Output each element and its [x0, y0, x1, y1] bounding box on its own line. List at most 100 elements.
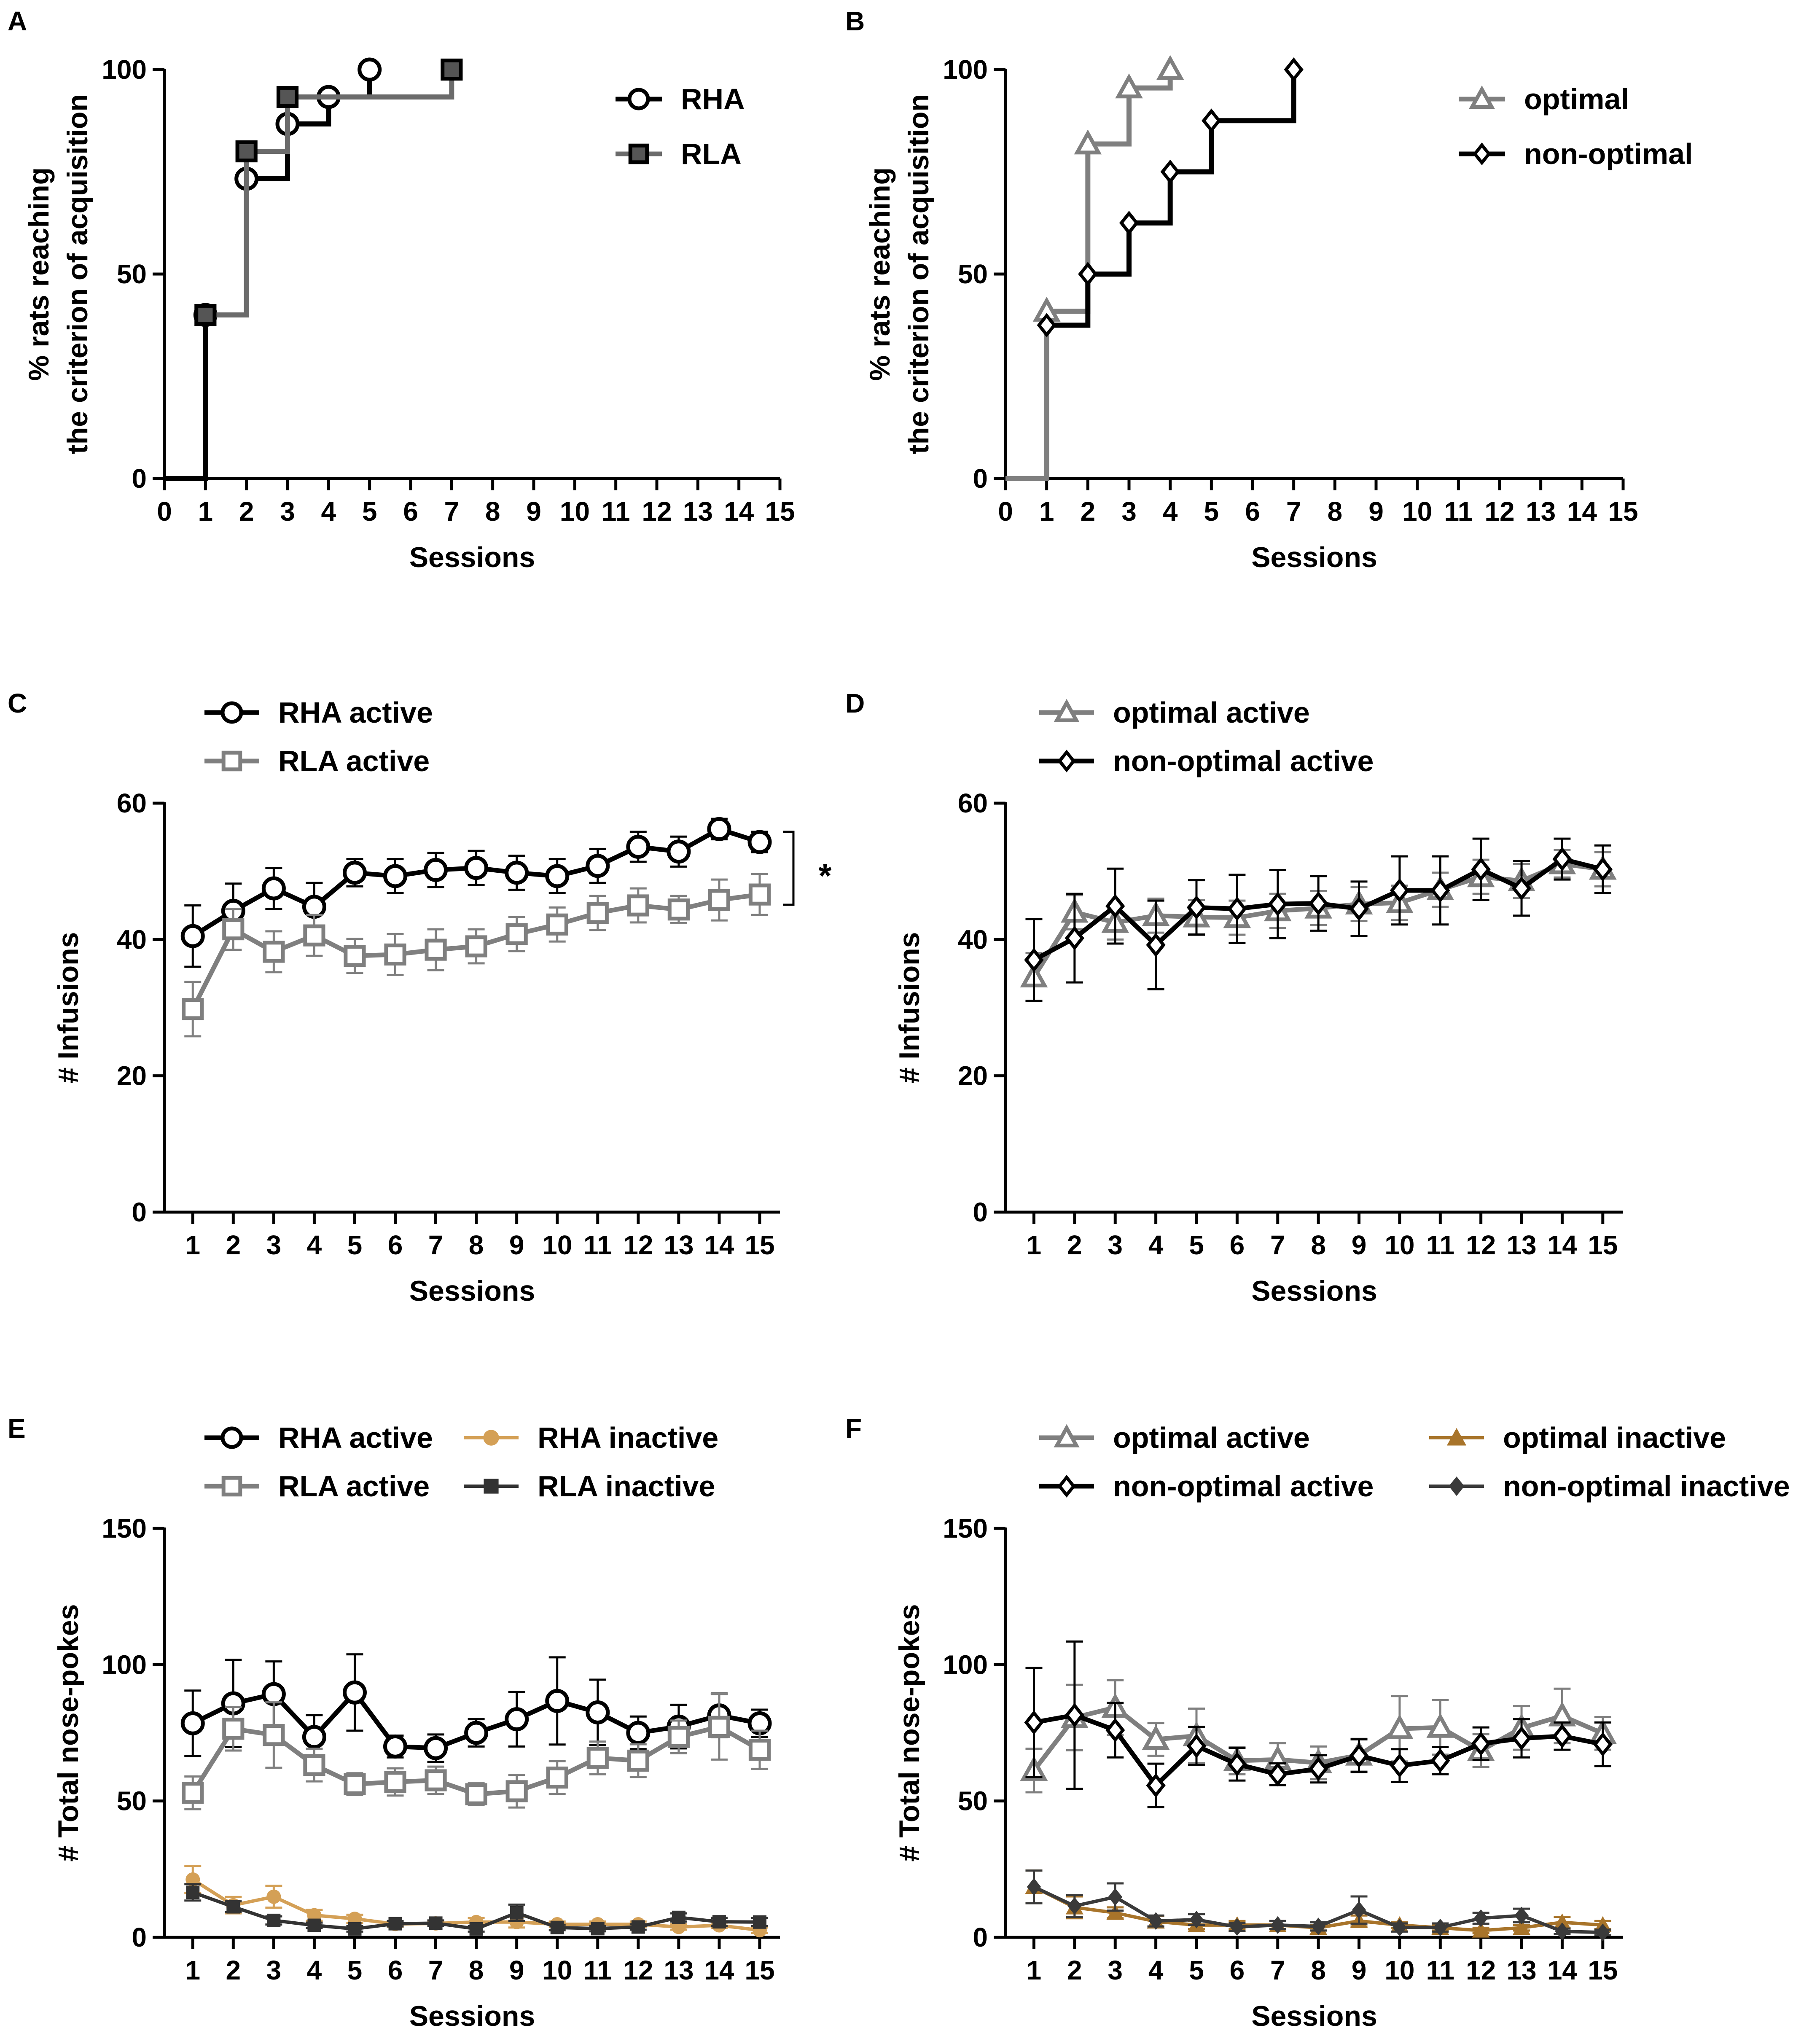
y-tick-label: 100	[102, 54, 147, 85]
significance-bracket	[782, 831, 795, 906]
step-line	[205, 70, 454, 317]
y-axis-title: # Infusions	[893, 932, 925, 1084]
data-point	[222, 1718, 245, 1740]
x-tick-label: 14	[704, 1230, 734, 1260]
x-tick-label: 9	[509, 1230, 524, 1260]
legend-swatch-marker	[1449, 1476, 1465, 1496]
data-point	[1078, 262, 1098, 286]
x-tick-label: 6	[1230, 1230, 1245, 1260]
x-tick-label: 10	[1384, 1230, 1414, 1260]
x-tick-label: 11	[1444, 496, 1473, 527]
data-point	[667, 839, 691, 864]
panel-label: E	[8, 1413, 26, 1444]
data-point	[1108, 1888, 1123, 1906]
legend-item: RHA active	[204, 1421, 433, 1454]
x-tick-label: 12	[1466, 1955, 1496, 1985]
legend-swatch-marker	[1469, 85, 1495, 109]
data-point	[1593, 1732, 1613, 1757]
legend-item: non-optimal active	[1039, 1470, 1374, 1503]
data-point	[748, 1738, 771, 1761]
data-point	[1119, 210, 1139, 235]
series-rla	[194, 58, 463, 326]
x-tick-label: 7	[1286, 496, 1301, 527]
x-tick-label: 2	[239, 496, 254, 527]
x-tick-label: 15	[745, 1230, 774, 1260]
data-point	[180, 924, 205, 948]
x-tick-label: 14	[704, 1955, 734, 1985]
x-tick-label: 12	[623, 1955, 653, 1985]
x-tick-label: 5	[1204, 496, 1219, 527]
data-point	[425, 939, 447, 961]
data-point	[1352, 1901, 1366, 1919]
x-tick-label: 0	[157, 496, 172, 527]
x-tick-label: 2	[1081, 496, 1096, 527]
step-line	[1046, 70, 1296, 328]
x-tick-label: 7	[428, 1230, 444, 1260]
legend-swatch-marker	[1054, 699, 1080, 722]
legend-item: non-optimal inactive	[1429, 1470, 1790, 1503]
data-point	[358, 57, 382, 82]
x-tick-label: 15	[1588, 1230, 1618, 1260]
data-point	[1024, 1710, 1044, 1735]
y-tick-label: 100	[943, 54, 988, 85]
x-tick-label: 5	[347, 1230, 363, 1260]
legend-label: non-optimal	[1524, 137, 1693, 170]
x-tick-label: 13	[664, 1230, 694, 1260]
data-point	[302, 895, 326, 919]
data-point	[586, 1700, 610, 1724]
y-axis-title: # Total nose-pokes	[52, 1604, 84, 1862]
data-point	[1156, 55, 1184, 80]
data-point	[708, 1716, 731, 1738]
series-rla-active	[182, 1693, 771, 1810]
data-point	[465, 1783, 487, 1805]
x-tick-label: 13	[1506, 1230, 1536, 1260]
y-axis-title: % rats reaching the criterion of acquisit…	[864, 94, 935, 454]
x-tick-label: 4	[321, 496, 336, 527]
data-point	[510, 1906, 524, 1920]
legend-label: optimal active	[1113, 696, 1310, 729]
x-tick-label: 9	[1352, 1230, 1367, 1260]
data-point	[464, 856, 489, 880]
data-point	[1426, 1713, 1454, 1738]
data-point	[1270, 1916, 1285, 1934]
data-point	[1065, 1703, 1084, 1727]
x-tick-label: 8	[1311, 1230, 1326, 1260]
x-tick-label: 1	[1039, 496, 1054, 527]
y-tick-label: 50	[958, 1786, 988, 1816]
y-tick-label: 20	[117, 1061, 147, 1091]
x-tick-label: 3	[1108, 1230, 1123, 1260]
data-point	[186, 1885, 200, 1899]
data-point	[344, 1773, 366, 1795]
data-point	[586, 1747, 609, 1769]
x-tick-label: 12	[623, 1230, 653, 1260]
data-point	[1227, 896, 1247, 921]
series-non-optimal	[1037, 57, 1304, 338]
data-point	[1160, 159, 1180, 184]
data-point	[226, 1900, 240, 1914]
x-tick-label: 7	[1270, 1230, 1285, 1260]
y-tick-label: 40	[117, 924, 147, 955]
legend-label: optimal inactive	[1503, 1421, 1726, 1454]
y-axis-title: % rats reaching the criterion of acquisit…	[23, 94, 94, 454]
x-tick-label: 9	[526, 496, 541, 527]
y-tick-label: 50	[958, 259, 988, 289]
y-axis-title-line: % rats reaching	[23, 167, 55, 381]
x-tick-label: 7	[1270, 1955, 1285, 1985]
data-point	[235, 140, 258, 163]
x-axis-title: Sessions	[1251, 1275, 1377, 1307]
y-tick-label: 50	[117, 259, 147, 289]
data-point	[1386, 1714, 1414, 1739]
x-tick-label: 1	[185, 1230, 200, 1260]
x-tick-label: 11	[583, 1230, 612, 1260]
x-tick-label: 13	[1526, 496, 1556, 527]
data-point	[1106, 1904, 1124, 1920]
data-point	[1074, 129, 1102, 155]
x-tick-label: 9	[1368, 496, 1384, 527]
data-point	[307, 1918, 321, 1932]
data-point	[261, 1682, 286, 1706]
data-point	[1513, 1919, 1531, 1935]
